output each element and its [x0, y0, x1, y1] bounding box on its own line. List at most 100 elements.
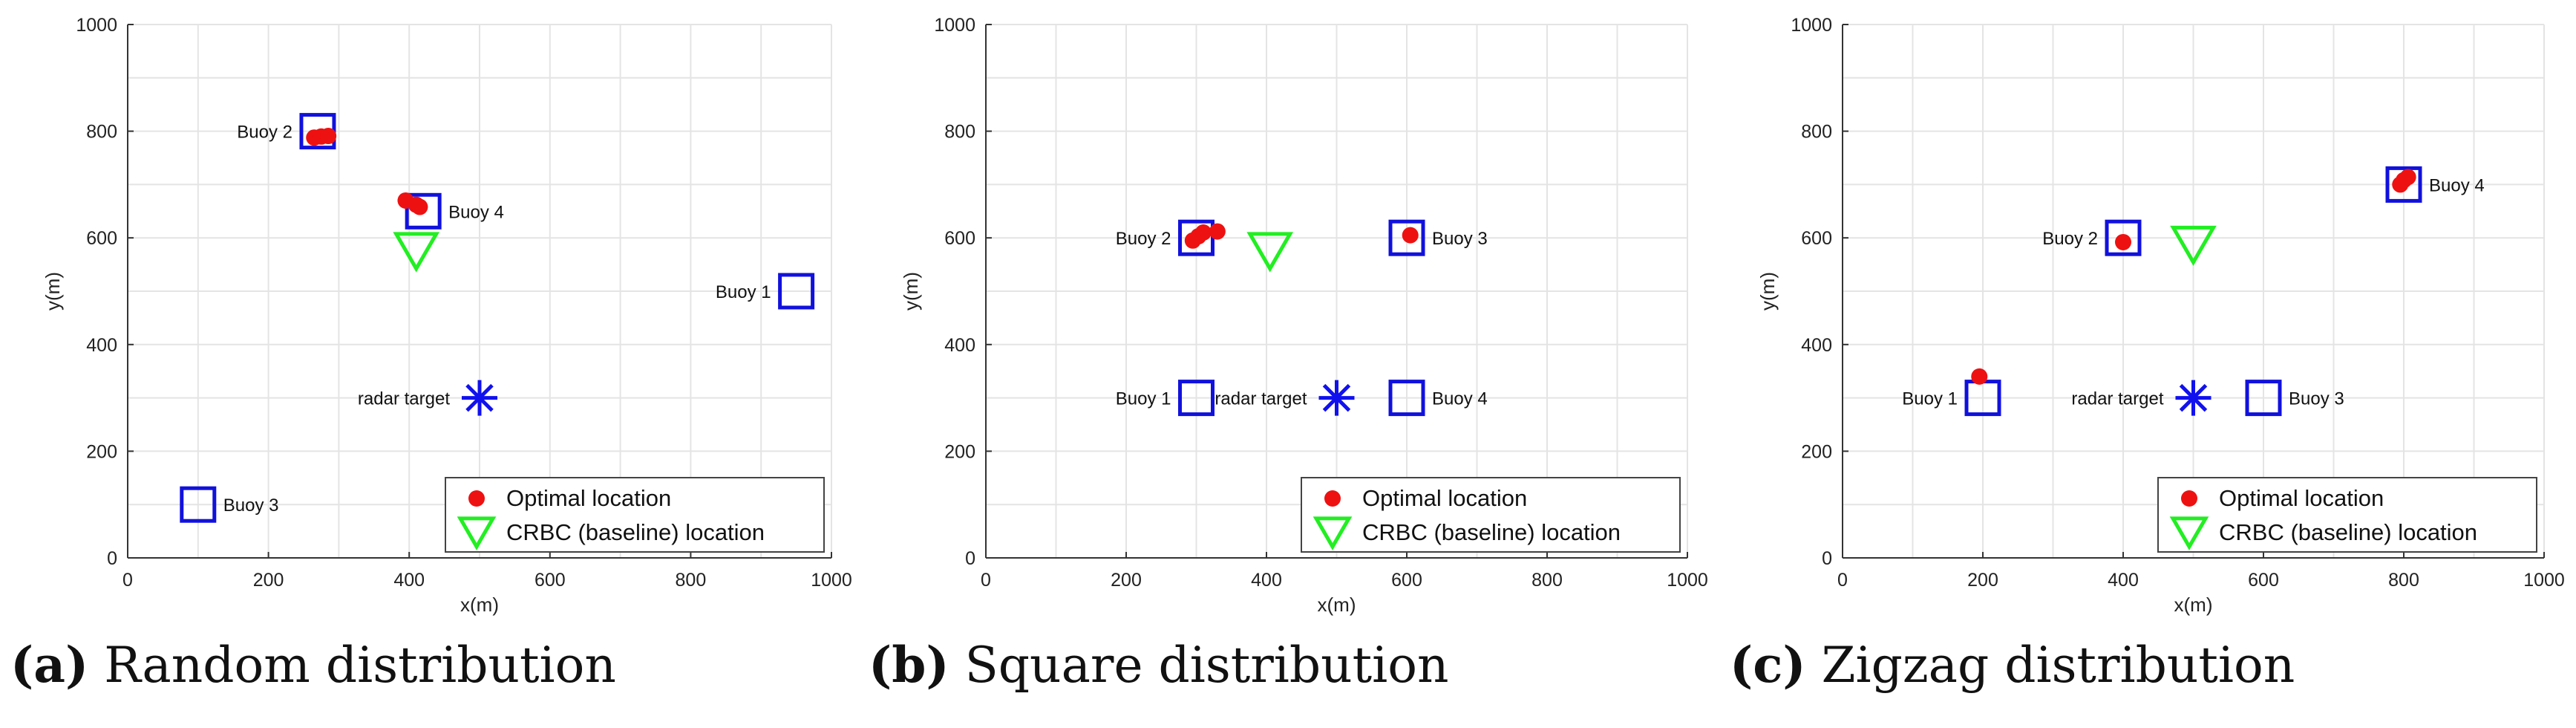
x-tick-label: 400 — [2108, 570, 2139, 591]
y-tick-label: 600 — [1801, 228, 1832, 249]
baseline-location-marker — [2170, 225, 2217, 267]
legend-box — [1301, 477, 1681, 553]
y-tick-label: 800 — [1801, 122, 1832, 143]
legend-optimal-marker — [2181, 490, 2197, 507]
caption-c-text: Zigzag distribution — [1821, 637, 2295, 694]
y-tick-label: 1000 — [934, 15, 975, 36]
optimal-location-point — [411, 198, 428, 215]
x-tick-label: 800 — [676, 570, 707, 591]
x-tick-label: 0 — [122, 570, 133, 591]
x-axis-label: x(m) — [1318, 594, 1356, 616]
y-tick-label: 200 — [944, 441, 975, 462]
caption-b: (b) Square distribution — [869, 640, 1449, 690]
buoy-marker — [1178, 380, 1215, 417]
y-axis-label: y(m) — [900, 272, 922, 311]
x-axis-label: x(m) — [2174, 594, 2213, 616]
radar-target-marker — [462, 380, 497, 416]
y-axis-label: y(m) — [42, 272, 64, 311]
legend-baseline-label: CRBC (baseline) location — [506, 519, 765, 545]
y-tick-label: 600 — [86, 228, 117, 249]
y-tick-label: 0 — [965, 548, 975, 569]
radar-target-marker — [1318, 380, 1355, 416]
buoy-label: Buoy 2 — [2042, 229, 2098, 249]
y-tick-label: 0 — [107, 548, 117, 569]
legend-box — [2157, 477, 2537, 553]
optimal-location-point — [2115, 233, 2131, 250]
caption-b-letter: (b) — [869, 636, 949, 694]
x-tick-label: 400 — [393, 570, 425, 591]
caption-c-letter: (c) — [1730, 636, 1806, 694]
legend-optimal-marker — [468, 490, 485, 507]
x-tick-label: 200 — [1967, 570, 1998, 591]
x-tick-label: 600 — [2248, 570, 2279, 591]
y-tick-label: 1000 — [1791, 15, 1832, 36]
panel-c: 0 200 400 600 800 1000 0 200 400 600 800 1000 x(m) y(… — [1756, 15, 2565, 616]
y-tick-label: 200 — [86, 441, 117, 462]
legend-baseline-marker — [2169, 516, 2209, 550]
buoy-label: Buoy 4 — [1432, 389, 1488, 409]
x-tick-label: 0 — [981, 570, 991, 591]
buoy-label: Buoy 4 — [448, 202, 504, 222]
y-axis-label: y(m) — [1756, 272, 1779, 311]
x-tick-label: 600 — [1391, 570, 1422, 591]
radar-target-label: radar target — [2071, 389, 2163, 409]
optimal-location-point — [1194, 224, 1212, 241]
legend-optimal-label: Optimal location — [506, 485, 671, 511]
caption-c: (c) Zigzag distribution — [1730, 640, 2295, 690]
legend-baseline-label: CRBC (baseline) location — [2219, 519, 2477, 545]
x-tick-label: 0 — [1837, 570, 1848, 591]
buoy-label: Buoy 3 — [1432, 229, 1488, 249]
radar-target-label: radar target — [358, 389, 450, 409]
caption-a-text: Random distribution — [104, 637, 616, 694]
panel-b: 0 200 400 600 800 1000 0 200 400 600 800 1000 x(m) y(… — [900, 15, 1708, 616]
buoy-marker — [2245, 380, 2282, 417]
panel-a: 0 200 400 600 800 1000 0 200 400 600 800 1000 x(m) y(… — [42, 15, 852, 616]
legend-baseline-label: CRBC (baseline) location — [1362, 519, 1621, 545]
buoy-marker — [2105, 219, 2142, 256]
y-tick-label: 400 — [86, 335, 117, 356]
buoy-marker — [405, 192, 442, 230]
y-tick-label: 400 — [1801, 335, 1832, 356]
optimal-location-point — [1402, 227, 1419, 244]
y-tick-label: 400 — [944, 335, 975, 356]
optimal-location-point — [1209, 223, 1226, 240]
x-axis-label: x(m) — [460, 594, 499, 616]
caption-a: (a) Random distribution — [10, 640, 616, 690]
legend: Optimal location CRBC (baseline) location — [1301, 477, 1681, 553]
x-tick-label: 1000 — [1667, 570, 1708, 591]
y-tick-label: 1000 — [76, 15, 117, 36]
legend-optimal-label: Optimal location — [2219, 485, 2384, 511]
baseline-location-marker — [393, 232, 440, 273]
x-tick-label: 1000 — [2523, 570, 2565, 591]
buoy-label: Buoy 1 — [1116, 389, 1171, 409]
legend-optimal-label: Optimal location — [1362, 485, 1527, 511]
optimal-location-point — [2399, 169, 2416, 186]
legend-box — [445, 477, 825, 553]
y-tick-label: 800 — [944, 122, 975, 143]
x-tick-label: 1000 — [811, 570, 852, 591]
x-tick-label: 200 — [253, 570, 284, 591]
y-tick-label: 0 — [1822, 548, 1832, 569]
buoy-label: Buoy 2 — [237, 123, 292, 143]
optimal-location-point — [1971, 368, 1988, 385]
buoy-marker — [778, 273, 815, 310]
buoy-marker — [180, 486, 217, 523]
buoy-label: Buoy 1 — [1902, 389, 1958, 409]
caption-a-letter: (a) — [10, 636, 89, 694]
legend: Optimal location CRBC (baseline) location — [2157, 477, 2537, 553]
legend: Optimal location CRBC (baseline) location — [445, 477, 825, 553]
radar-target-stroke — [1322, 383, 1351, 412]
radar-target-label: radar target — [1215, 389, 1307, 409]
buoy-label: Buoy 4 — [2429, 175, 2485, 195]
buoy-label: Buoy 2 — [1116, 229, 1171, 249]
buoy-marker — [1388, 380, 1425, 417]
buoy-label: Buoy 3 — [2289, 389, 2344, 409]
radar-target-marker — [2175, 380, 2211, 416]
radar-target-stroke — [2179, 383, 2208, 412]
radar-target-stroke — [465, 383, 494, 412]
x-tick-label: 200 — [1111, 570, 1142, 591]
x-tick-label: 400 — [1251, 570, 1282, 591]
x-tick-label: 800 — [2388, 570, 2419, 591]
buoy-label: Buoy 1 — [716, 282, 771, 302]
x-tick-label: 800 — [1531, 570, 1563, 591]
